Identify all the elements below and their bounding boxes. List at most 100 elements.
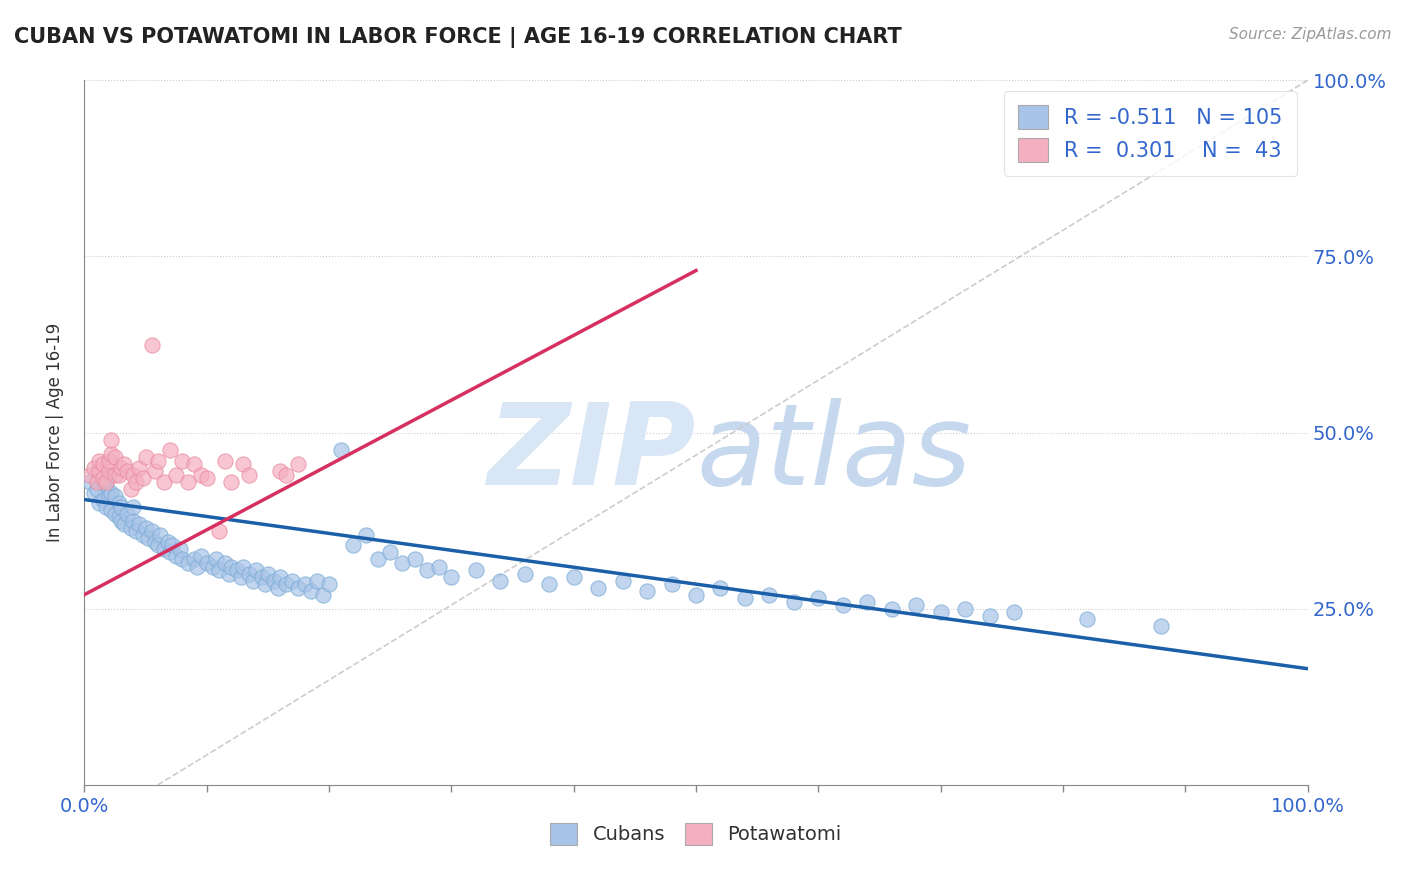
Point [440,570,463,584]
Point [190,467,212,482]
Point [132,528,155,542]
Point [97,489,120,503]
Point [367,552,389,566]
Point [489,574,512,588]
Point [229,570,252,584]
Point [83,485,105,500]
Point [143,464,166,478]
Point [661,577,683,591]
Point [100,503,122,517]
Point [312,588,335,602]
Point [612,574,634,588]
Point [96,478,118,492]
Point [177,475,200,489]
Point [254,577,277,591]
Point [953,601,976,615]
Point [562,570,585,584]
Point [276,577,298,591]
Point [276,467,298,482]
Point [783,595,806,609]
Point [83,460,105,475]
Point [186,559,208,574]
Point [831,599,853,613]
Point [169,541,191,556]
Point [100,433,122,447]
Point [87,496,110,510]
Point [96,500,118,514]
Point [110,460,132,475]
Point [354,528,377,542]
Point [122,514,145,528]
Point [128,460,150,475]
Point [538,577,561,591]
Point [104,450,127,465]
Point [1002,605,1025,619]
Point [115,507,138,521]
Point [128,517,150,532]
Point [107,496,129,510]
Point [110,500,132,514]
Point [159,545,181,559]
Point [156,534,179,549]
Point [86,482,108,496]
Point [125,475,148,489]
Point [257,566,280,581]
Point [122,467,145,482]
Text: ZIP: ZIP [488,398,696,509]
Point [330,443,353,458]
Point [281,574,304,588]
Point [141,524,163,539]
Point [100,485,122,500]
Point [219,559,242,574]
Point [104,507,127,521]
Point [91,475,114,489]
Point [880,601,903,615]
Point [342,538,364,552]
Point [135,450,157,465]
Point [1076,612,1098,626]
Point [165,467,187,482]
Point [404,552,426,566]
Point [79,475,101,489]
Point [195,556,218,570]
Point [269,570,291,584]
Point [266,581,288,595]
Point [110,514,132,528]
Point [97,454,120,468]
Point [91,471,114,485]
Point [734,591,756,606]
Point [245,563,267,577]
Text: CUBAN VS POTAWATOMI IN LABOR FORCE | AGE 16-19 CORRELATION CHART: CUBAN VS POTAWATOMI IN LABOR FORCE | AGE… [14,27,901,48]
Point [636,584,658,599]
Point [758,588,780,602]
Point [172,552,194,566]
Point [125,524,148,539]
Point [208,563,231,577]
Point [214,556,236,570]
Point [219,475,242,489]
Point [87,464,110,478]
Y-axis label: In Labor Force | Age 16-19: In Labor Force | Age 16-19 [45,323,63,542]
Point [214,454,236,468]
Point [96,475,118,489]
Point [153,475,176,489]
Point [165,549,187,563]
Point [132,471,155,485]
Point [232,458,254,472]
Point [232,559,254,574]
Point [586,581,609,595]
Point [104,467,127,482]
Point [91,492,114,507]
Point [391,556,413,570]
Point [112,458,135,472]
Point [153,541,176,556]
Point [86,475,108,489]
Point [905,599,928,613]
Point [149,528,172,542]
Point [87,454,110,468]
Point [464,563,486,577]
Point [238,467,260,482]
Point [107,467,129,482]
Point [305,574,328,588]
Point [143,534,166,549]
